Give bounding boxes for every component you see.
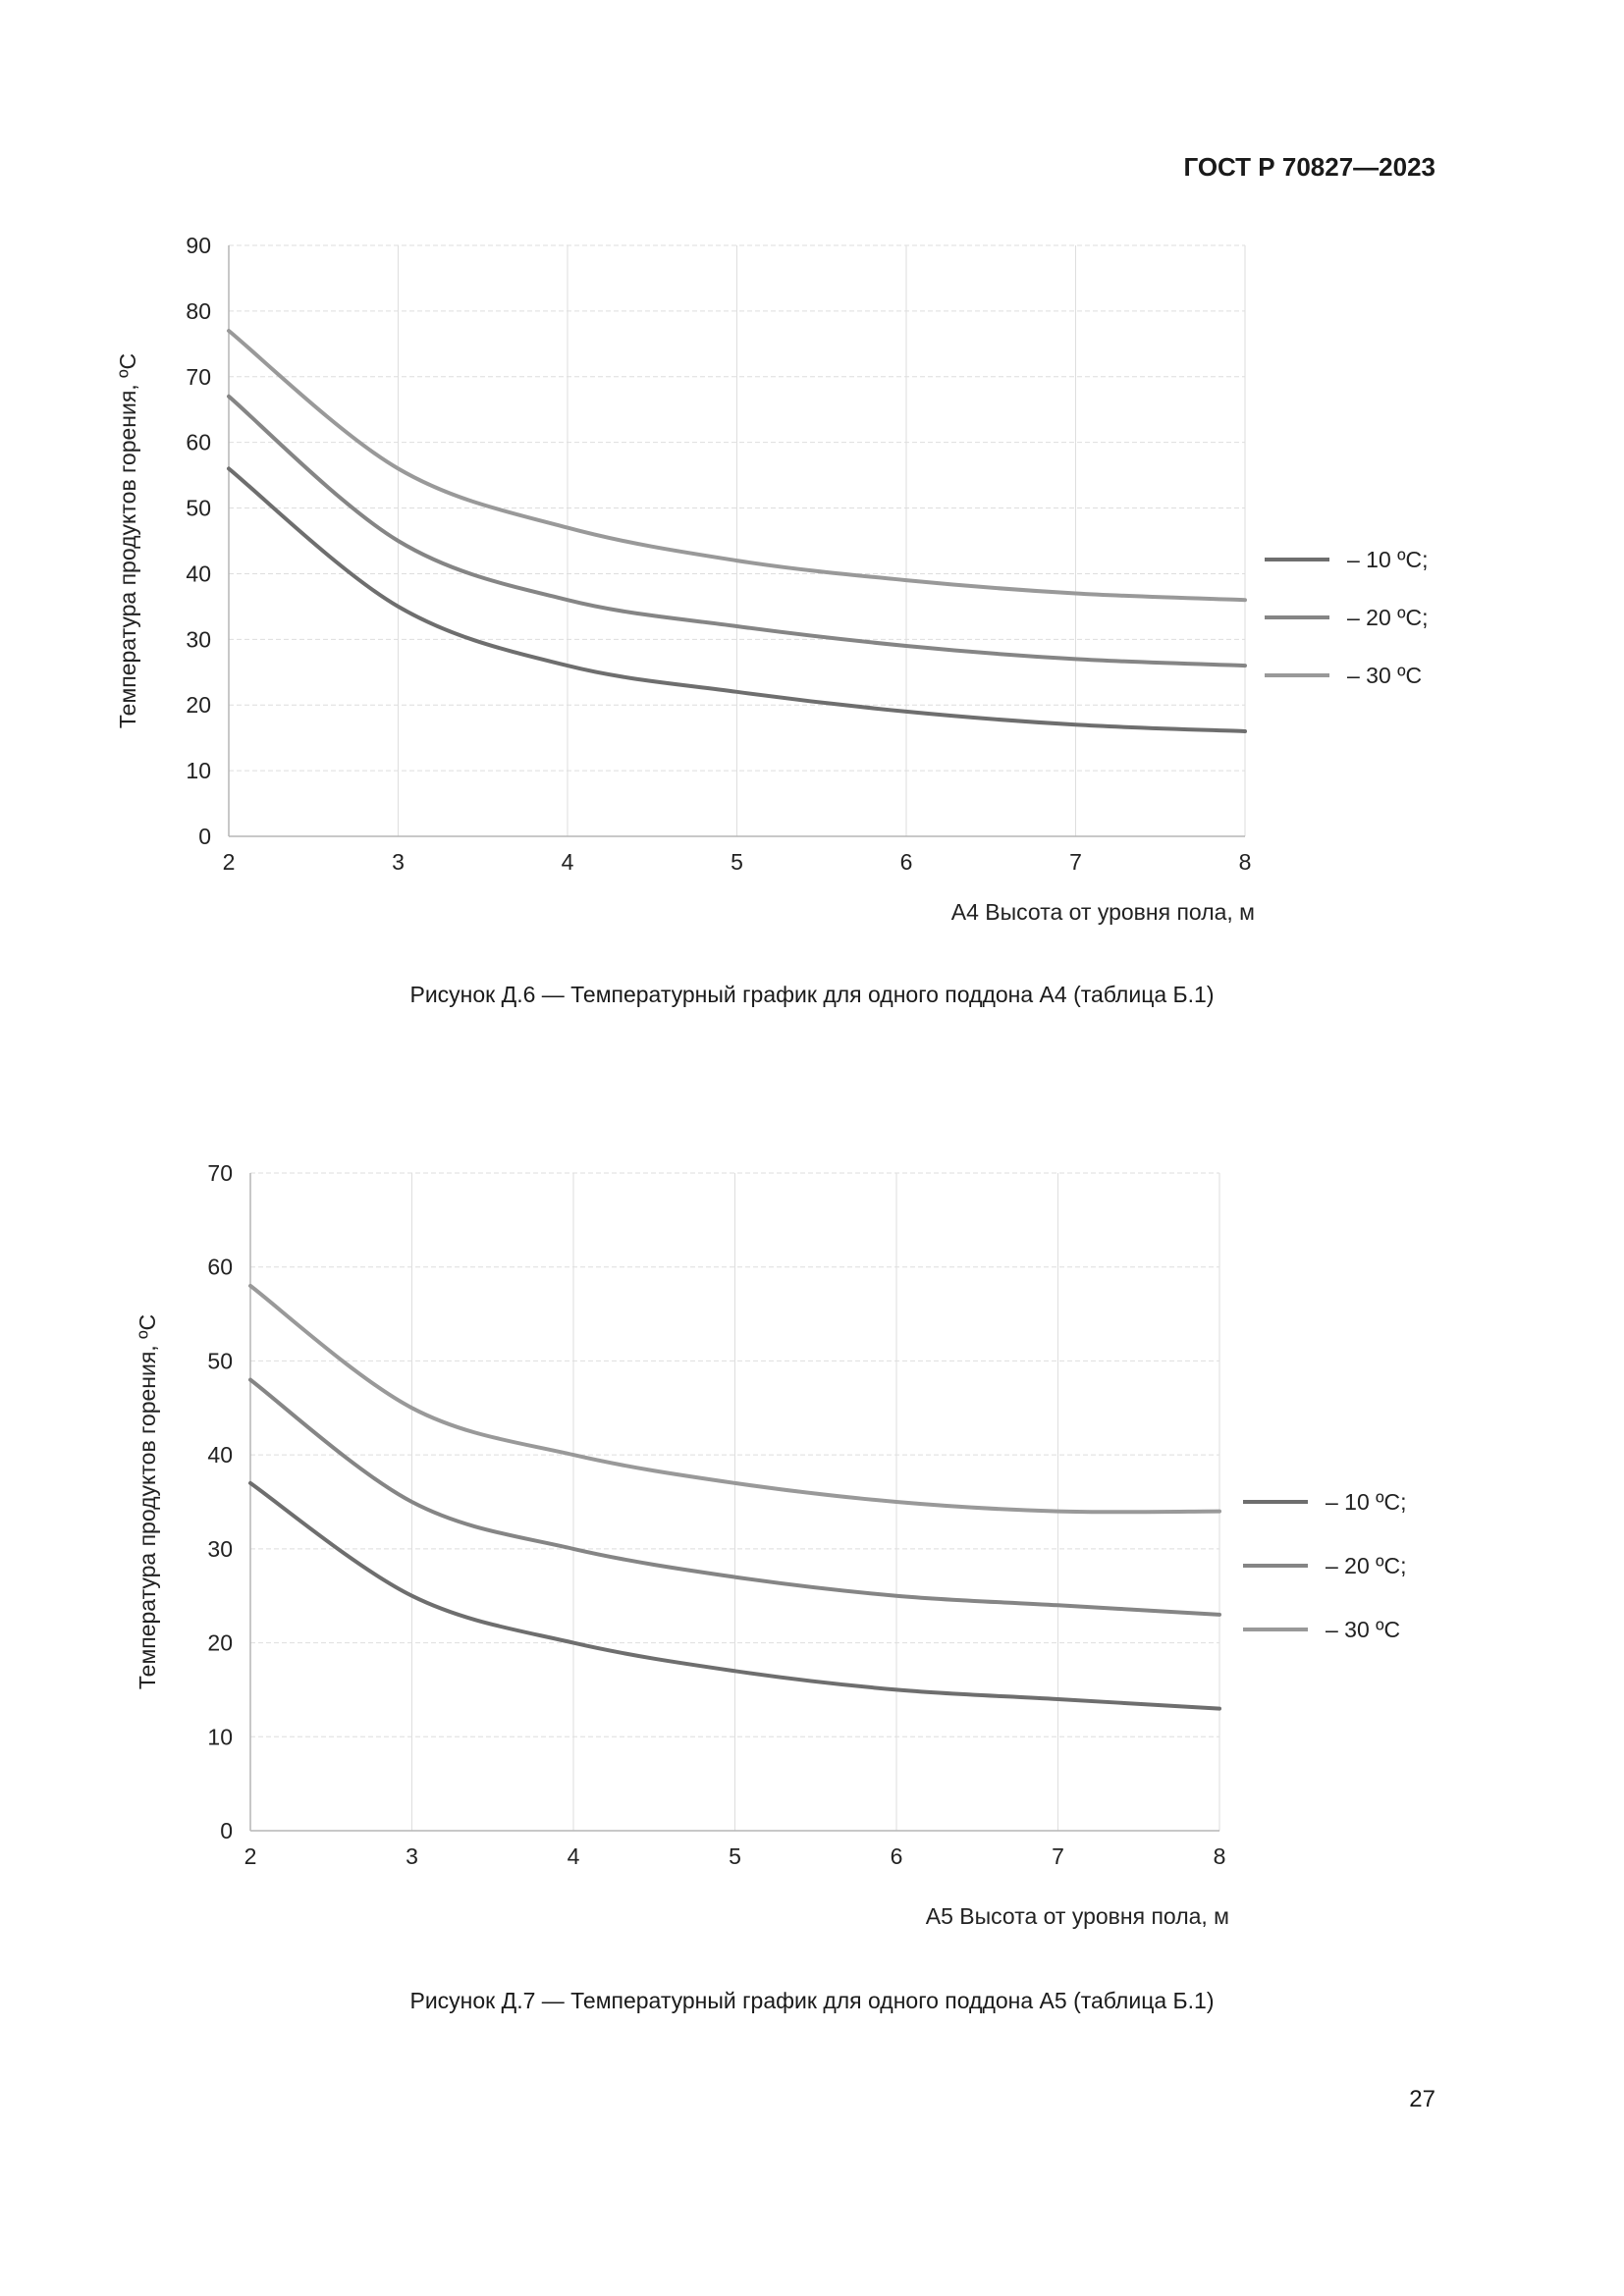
- y-tick-label: 40: [186, 561, 211, 586]
- legend-label: – 30 ºС: [1347, 663, 1422, 688]
- legend-label: – 10 ºС;: [1347, 547, 1429, 572]
- y-tick-label: 90: [186, 233, 211, 258]
- y-tick-label: 70: [207, 1160, 233, 1186]
- x-axis-label: А4 Высота от уровня пола, м: [951, 899, 1255, 925]
- chart-d7-plot: 0 10 20 30 40 50 60 70 2 3 4 5 6 7 8 А5 Высота от уровн…: [135, 1160, 1407, 1929]
- legend-label: – 30 ºС: [1326, 1617, 1400, 1642]
- series-line-1: [227, 466, 1247, 733]
- document-code: ГОСТ Р 70827—2023: [1183, 152, 1435, 182]
- x-tick-label: 3: [392, 849, 405, 875]
- x-tick-label: 8: [1239, 849, 1252, 875]
- chart-figure-d6: 0 10 20 30 40 50 60 70 80 90 2 3 4 5 6 7 8 А4 Высота от у…: [0, 221, 1624, 1007]
- figure-caption: Рисунок Д.7 — Температурный график для о…: [409, 1988, 1215, 2013]
- figure-caption: Рисунок Д.6 — Температурный график для о…: [409, 982, 1215, 1007]
- y-tick-label: 20: [186, 692, 211, 718]
- x-tick-label: 3: [406, 1843, 418, 1869]
- y-tick-label: 80: [186, 298, 211, 324]
- series-line-2: [248, 1377, 1221, 1617]
- y-tick-label: 60: [186, 430, 211, 455]
- legend-label: – 10 ºС;: [1326, 1489, 1407, 1515]
- y-tick-label: 60: [207, 1255, 233, 1280]
- y-tick-label: 50: [207, 1348, 233, 1373]
- y-tick-label: 70: [186, 364, 211, 390]
- y-tick-label: 0: [198, 824, 211, 849]
- grid: [250, 1172, 1220, 1831]
- y-tick-label: 40: [207, 1442, 233, 1468]
- series-line-3: [248, 1283, 1221, 1515]
- legend-label: – 20 ºС;: [1326, 1553, 1407, 1578]
- x-tick-label: 8: [1214, 1843, 1226, 1869]
- x-tick-label: 6: [900, 849, 913, 875]
- grid: [229, 244, 1246, 836]
- x-tick-label: 5: [731, 849, 743, 875]
- x-tick-label: 6: [891, 1843, 903, 1869]
- series-line-2: [227, 394, 1247, 668]
- y-tick-label: 10: [207, 1724, 233, 1749]
- legend-label: – 20 ºС;: [1347, 605, 1429, 630]
- series-line-1: [248, 1480, 1221, 1711]
- y-tick-label: 30: [186, 626, 211, 652]
- y-tick-label: 50: [186, 496, 211, 521]
- series-line-3: [227, 329, 1247, 603]
- x-tick-label: 2: [244, 1843, 257, 1869]
- y-tick-label: 0: [220, 1818, 233, 1843]
- x-tick-label: 4: [562, 849, 574, 875]
- x-tick-label: 2: [223, 849, 236, 875]
- x-tick-label: 7: [1052, 1843, 1064, 1869]
- x-tick-label: 5: [729, 1843, 741, 1869]
- y-axis-label: Температура продуктов горения, ºС: [135, 1314, 160, 1689]
- chart-d6-plot: 0 10 20 30 40 50 60 70 80 90 2 3 4 5 6 7 8 А4 Высота от у…: [115, 233, 1429, 925]
- y-tick-label: 20: [207, 1630, 233, 1656]
- page-number: 27: [1409, 2086, 1435, 2112]
- chart-figure-d7: 0 10 20 30 40 50 60 70 2 3 4 5 6 7 8 А5 Высота от уровн…: [0, 1148, 1624, 2032]
- y-tick-label: 10: [186, 758, 211, 783]
- x-tick-label: 4: [568, 1843, 580, 1869]
- x-tick-label: 7: [1069, 849, 1082, 875]
- y-axis-label: Температура продуктов горения, ºС: [115, 353, 140, 728]
- x-axis-label: А5 Высота от уровня пола, м: [926, 1903, 1229, 1929]
- y-tick-label: 30: [207, 1536, 233, 1562]
